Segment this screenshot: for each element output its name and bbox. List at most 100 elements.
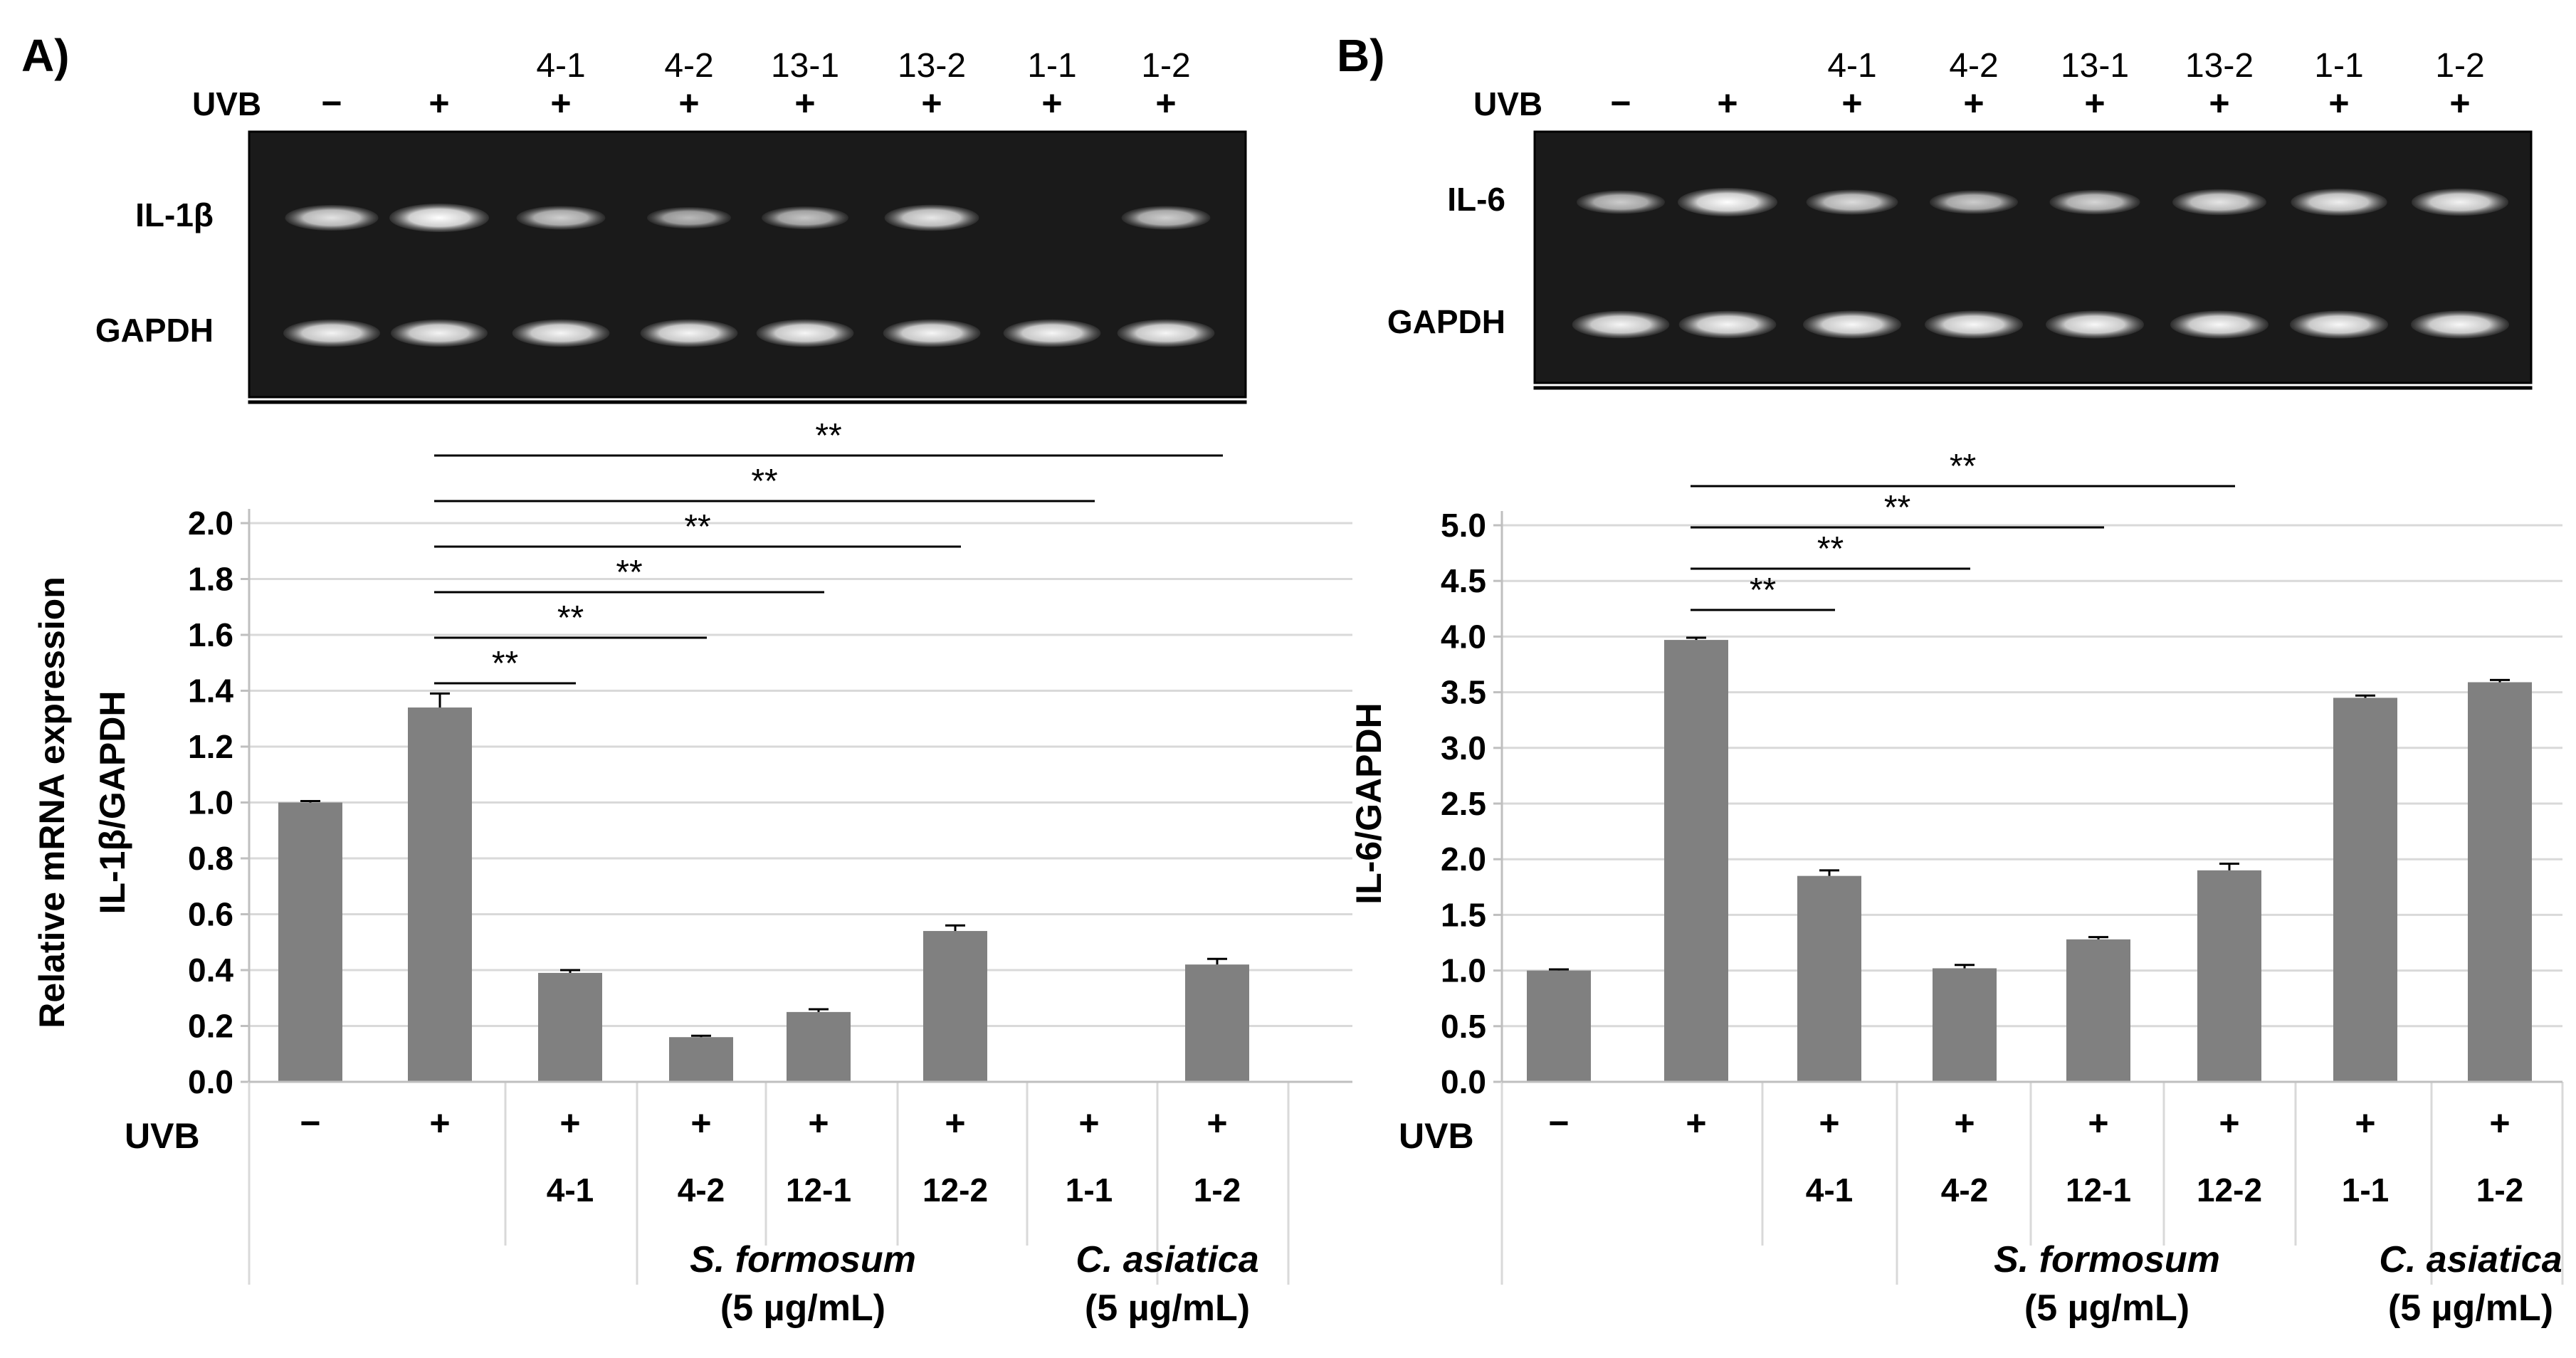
significance-marker: ** xyxy=(684,508,710,546)
gel-band xyxy=(883,319,981,347)
gel-lane-label: 13-1 xyxy=(771,47,839,85)
x-uvb-sign: + xyxy=(1819,1103,1839,1143)
y-tick-label: 0.6 xyxy=(188,896,233,933)
gel-uvb-sign: + xyxy=(1841,83,1862,123)
gel-band xyxy=(1121,206,1211,230)
gel-band xyxy=(391,319,488,347)
gel-band xyxy=(1003,319,1101,347)
bar xyxy=(1933,968,1997,1082)
x-uvb-sign: + xyxy=(690,1103,711,1143)
x-uvb-sign: − xyxy=(1548,1103,1569,1143)
x-uvb-sign: + xyxy=(1954,1103,1975,1143)
gel-band xyxy=(1806,189,1898,215)
y-tick-label: 1.5 xyxy=(1441,896,1486,933)
gel-uvb-sign: − xyxy=(1610,83,1631,123)
x-uvb-sign: − xyxy=(300,1103,320,1143)
gel-band xyxy=(512,319,610,347)
group-label: C. asiatica xyxy=(1076,1239,1258,1280)
x-tick-label: 12-2 xyxy=(2197,1172,2262,1209)
gel-band xyxy=(1678,188,1777,216)
panel-letter: A) xyxy=(21,30,70,81)
gel-lane-label: 4-2 xyxy=(1949,47,1998,85)
y-tick-label: 0.4 xyxy=(188,952,233,989)
gel-band xyxy=(2291,189,2387,216)
y-tick-label: 1.0 xyxy=(1441,952,1486,989)
x-tick-label: 4-2 xyxy=(1941,1172,1988,1209)
group-label: (5 µg/mL) xyxy=(1085,1288,1250,1329)
gel-lane-label: 13-1 xyxy=(2061,47,2129,85)
gel-band xyxy=(640,319,738,347)
gel-band xyxy=(2046,310,2144,339)
group-label: C. asiatica xyxy=(2379,1239,2562,1280)
significance-marker: ** xyxy=(751,463,777,500)
gel-uvb-sign: + xyxy=(2328,83,2349,123)
y-tick-label: 1.2 xyxy=(188,728,233,765)
gel-box-bottom xyxy=(248,400,1247,404)
bar xyxy=(923,931,987,1082)
x-uvb-sign: + xyxy=(2088,1103,2108,1143)
x-uvb-sign: + xyxy=(559,1103,580,1143)
gel-band xyxy=(285,204,379,231)
gel-lane-label: 1-2 xyxy=(1141,47,1190,85)
gel-uvb-sign: + xyxy=(921,83,942,123)
y-tick-label: 3.5 xyxy=(1441,674,1486,711)
gel-uvb-sign: + xyxy=(1717,83,1738,123)
x-uvb-sign: + xyxy=(1686,1103,1706,1143)
gel-band xyxy=(2170,310,2269,339)
x-uvb-sign: + xyxy=(2355,1103,2375,1143)
group-label: (5 µg/mL) xyxy=(2024,1288,2189,1329)
gel-band xyxy=(2411,310,2509,339)
x-tick-label: 12-1 xyxy=(2066,1172,2131,1209)
significance-marker: ** xyxy=(492,645,518,683)
bar xyxy=(2066,939,2130,1082)
significance-marker: ** xyxy=(1750,572,1776,609)
gel-lane-label: 1-1 xyxy=(2314,47,2363,85)
gel-band xyxy=(2049,189,2140,215)
y-tick-label: 4.0 xyxy=(1441,618,1486,655)
y-tick-label: 0.5 xyxy=(1441,1008,1486,1045)
y-tick-label: 2.0 xyxy=(188,505,233,542)
gel-uvb-sign: + xyxy=(2449,83,2470,123)
y-tick-label: 1.8 xyxy=(188,561,233,598)
x-uvb-label: UVB xyxy=(125,1116,200,1156)
y-tick-label: 1.6 xyxy=(188,616,233,653)
group-label: S. formosum xyxy=(1994,1239,2220,1280)
gel-band xyxy=(1930,190,2018,214)
y-tick-label: 5.0 xyxy=(1441,507,1486,544)
y-axis-label-2: IL-1β/GAPDH xyxy=(93,691,132,915)
gel-uvb-sign: + xyxy=(794,83,815,123)
x-uvb-sign: + xyxy=(2219,1103,2239,1143)
x-tick-label: 1-1 xyxy=(1066,1172,1113,1209)
y-axis-label: Relative mRNA expression xyxy=(32,577,72,1028)
gel-band xyxy=(1577,190,1665,214)
y-tick-label: 3.0 xyxy=(1441,730,1486,767)
bar xyxy=(2333,698,2397,1082)
bar xyxy=(1664,640,1728,1082)
gel-lane-label: 4-1 xyxy=(536,47,585,85)
y-axis-label: IL-6/GAPDH xyxy=(1349,702,1389,904)
gel-lane-label: 1-1 xyxy=(1027,47,1076,85)
x-uvb-sign: + xyxy=(429,1103,450,1143)
x-tick-label: 1-2 xyxy=(2476,1172,2523,1209)
bar xyxy=(408,707,472,1082)
significance-marker: ** xyxy=(1950,448,1976,485)
gel-uvb-sign: + xyxy=(1963,83,1984,123)
x-uvb-label: UVB xyxy=(1399,1116,1474,1156)
x-uvb-sign: + xyxy=(1206,1103,1227,1143)
y-tick-label: 1.4 xyxy=(188,673,233,710)
gel-lane-label: 4-2 xyxy=(664,47,713,85)
bar xyxy=(1797,875,1861,1082)
y-tick-label: 2.0 xyxy=(1441,841,1486,878)
gel-lane-label: 13-2 xyxy=(2185,47,2254,85)
gel-band xyxy=(1678,310,1777,339)
bar xyxy=(787,1011,851,1082)
group-label: (5 µg/mL) xyxy=(720,1288,885,1329)
bar xyxy=(1185,964,1249,1082)
gel-lane-label: 13-2 xyxy=(898,47,966,85)
gel-box-top xyxy=(1533,130,2533,384)
gel-band xyxy=(647,206,731,229)
x-tick-label: 4-1 xyxy=(547,1172,594,1209)
x-uvb-sign: + xyxy=(808,1103,829,1143)
x-tick-label: 12-1 xyxy=(786,1172,851,1209)
